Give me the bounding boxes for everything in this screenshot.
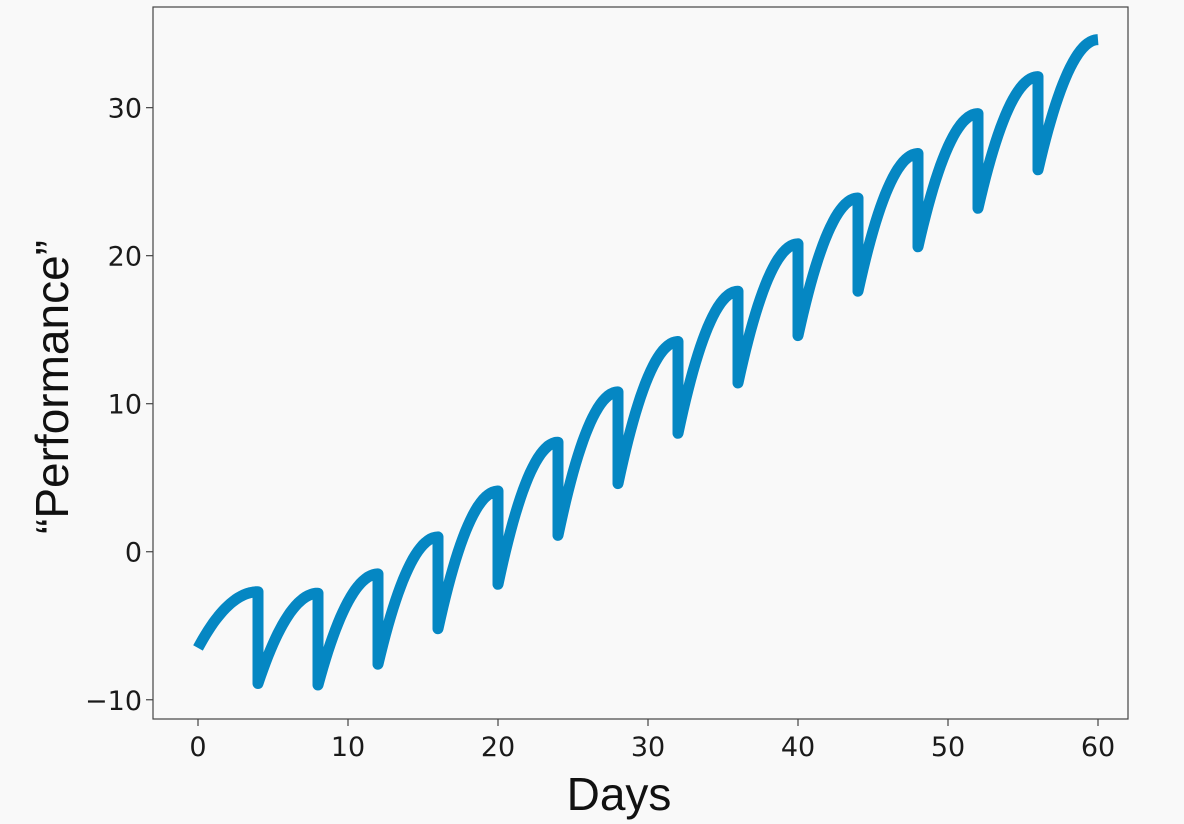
x-tick-label: 10 (331, 732, 365, 763)
y-tick-label: 0 (125, 538, 142, 569)
x-axis: 0 10 20 30 40 50 60 (189, 719, 1115, 763)
x-tick-label: 20 (481, 732, 515, 763)
x-tick-label: 0 (189, 732, 206, 763)
x-tick-label: 50 (931, 732, 965, 763)
y-tick-label: 10 (108, 390, 142, 421)
x-tick-label: 30 (631, 732, 665, 763)
y-axis: −10 0 10 20 30 (85, 94, 153, 717)
performance-line (193, 34, 1101, 691)
plot-frame (152, 6, 1129, 720)
y-tick-label: 30 (108, 94, 142, 125)
x-tick-label: 60 (1081, 732, 1115, 763)
y-tick-label: −10 (85, 686, 142, 717)
y-tick-label: 20 (108, 242, 142, 273)
y-axis-title: “Performance” (26, 240, 78, 534)
x-axis-title: Days (567, 768, 672, 820)
x-tick-label: 40 (781, 732, 815, 763)
